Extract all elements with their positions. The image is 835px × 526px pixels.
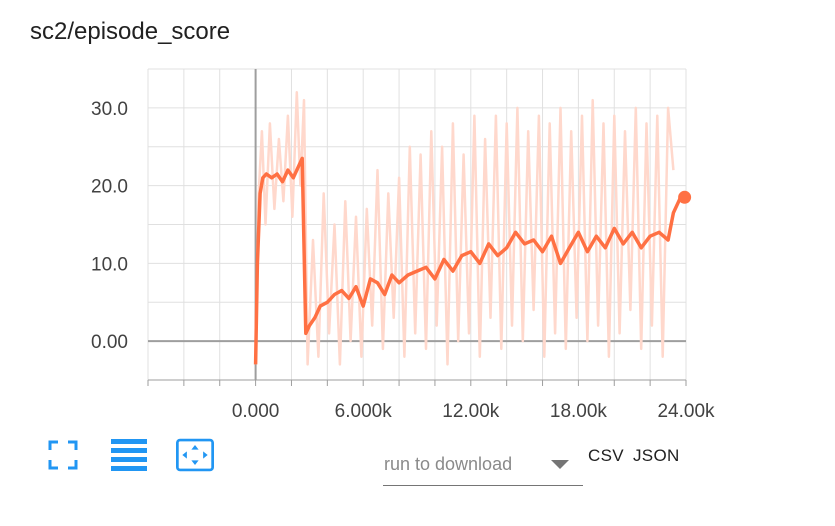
x-tick-label: 0.000	[232, 401, 280, 422]
raw-series-line	[254, 91, 675, 366]
chart-series	[253, 91, 692, 366]
x-tick-label: 6.000k	[335, 401, 393, 422]
x-tick-label: 24.00k	[657, 401, 715, 422]
fullscreen-button[interactable]	[44, 436, 82, 474]
line-chart[interactable]: 0.000 6.000k 12.00k 18.00k 24.00k 0.00 10.0 20.…	[0, 0, 835, 430]
y-tick-label: 0.00	[91, 332, 128, 353]
x-tick-label: 18.00k	[550, 401, 608, 422]
chart-tick-labels: 0.000 6.000k 12.00k 18.00k 24.00k 0.00 10.0 20.…	[91, 99, 715, 422]
y-tick-label: 20.0	[91, 177, 128, 198]
fit-domain-button[interactable]	[176, 436, 214, 474]
json-download-link[interactable]: JSON	[633, 446, 680, 465]
chart-title: sc2/episode_score	[30, 18, 231, 45]
chart-toolbar	[44, 436, 214, 474]
fit-domain-icon	[176, 438, 214, 472]
toggle-log-scale-button[interactable]	[110, 436, 148, 474]
y-tick-label: 10.0	[91, 254, 128, 275]
x-tick-label: 12.00k	[442, 401, 500, 422]
run-download-placeholder: run to download	[384, 454, 513, 474]
last-point-marker	[678, 190, 692, 204]
smoothed-series-line	[253, 156, 683, 365]
lines-icon	[111, 439, 147, 471]
y-tick-label: 30.0	[91, 99, 128, 120]
chevron-down-icon	[551, 460, 569, 469]
fullscreen-icon	[48, 440, 78, 470]
csv-download-link[interactable]: CSV	[588, 446, 624, 465]
run-download-select[interactable]: run to download	[383, 448, 583, 486]
